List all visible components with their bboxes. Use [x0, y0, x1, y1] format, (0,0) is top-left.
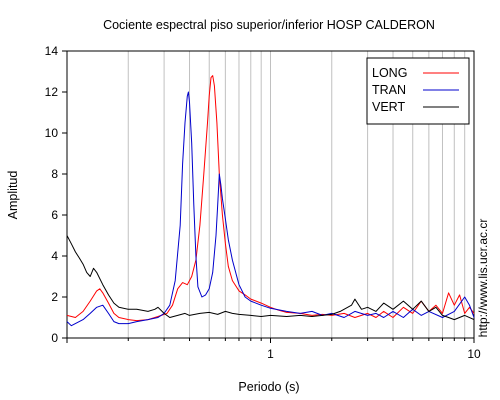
y-tick-label: 2 [51, 290, 58, 304]
legend: LONG TRAN VERT [366, 57, 470, 125]
y-axis: 0 2 4 6 8 10 12 14 [45, 44, 67, 345]
y-tick-label: 4 [51, 249, 58, 263]
y-tick-label: 12 [45, 85, 59, 99]
y-tick-label: 10 [45, 126, 59, 140]
watermark-url: http://www.lis.ucr.ac.cr [476, 219, 490, 338]
legend-label-vert: VERT [372, 100, 405, 114]
x-tick-label: 10 [467, 347, 481, 361]
series-layer [66, 75, 475, 327]
chart-title: Cociente espectral piso superior/inferio… [103, 18, 435, 32]
y-axis-label: Amplitud [6, 171, 20, 220]
x-tick-label: 1 [267, 347, 274, 361]
legend-box [366, 57, 470, 125]
series-line-tran [66, 91, 475, 327]
series-line-vert [66, 235, 475, 321]
legend-label-tran: TRAN [372, 83, 406, 97]
legend-label-long: LONG [372, 66, 407, 80]
x-axis-label: Periodo (s) [238, 380, 299, 394]
y-tick-label: 14 [45, 44, 59, 58]
y-tick-label: 0 [51, 331, 58, 345]
x-axis: 1 10 [66, 338, 481, 361]
y-tick-label: 8 [51, 167, 58, 181]
series-line-long [66, 75, 475, 322]
y-tick-label: 6 [51, 208, 58, 222]
